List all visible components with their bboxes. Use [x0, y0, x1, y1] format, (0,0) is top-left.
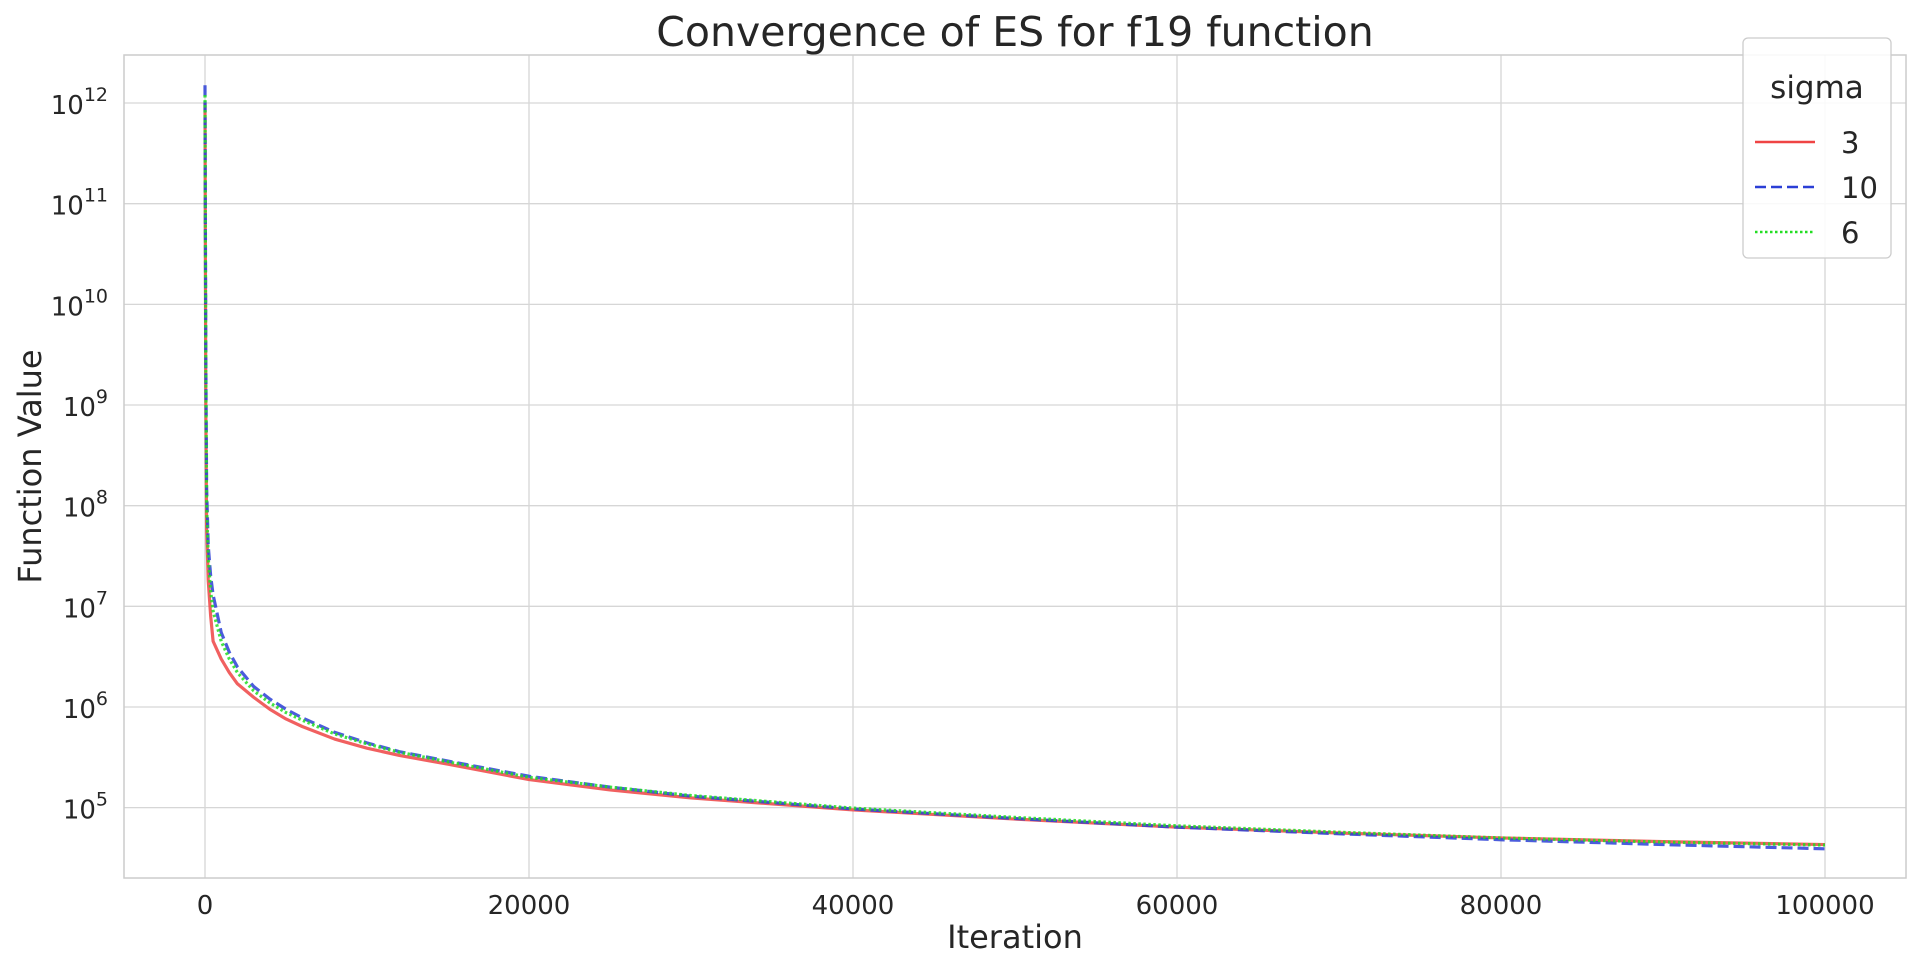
series-line-sigma-10 — [203, 85, 1826, 851]
legend-label-sigma-10: 10 — [1841, 171, 1878, 205]
x-tick-label: 60000 — [1136, 891, 1219, 921]
y-tick-label: 1010 — [51, 285, 108, 322]
y-axis-label: Function Value — [11, 349, 49, 583]
y-tick-label: 108 — [63, 487, 108, 524]
y-tick-label: 107 — [63, 587, 108, 624]
legend-label-sigma-3: 3 — [1841, 126, 1859, 160]
y-tick-label: 105 — [63, 789, 108, 826]
series-line-sigma-6 — [203, 95, 1826, 847]
y-tick-label: 1012 — [51, 84, 108, 121]
chart-title: Convergence of ES for f19 function — [656, 8, 1373, 56]
series-lines — [203, 85, 1826, 851]
x-tick-label: 40000 — [812, 891, 895, 921]
legend: sigma 3 10 6 — [1742, 37, 1892, 259]
x-tick-label: 100000 — [1775, 891, 1874, 921]
x-tick-label: 20000 — [488, 891, 571, 921]
y-tick-label: 1011 — [51, 185, 108, 222]
x-tick-label: 0 — [197, 891, 214, 921]
y-tick-label: 106 — [63, 688, 108, 725]
legend-entries: 3 10 6 — [1755, 126, 1878, 250]
x-tick-label: 80000 — [1460, 891, 1543, 921]
x-axis-label: Iteration — [947, 918, 1083, 956]
legend-box — [1742, 37, 1892, 259]
plot-frame — [123, 54, 1907, 879]
y-tick-label: 109 — [63, 386, 108, 423]
legend-title: sigma — [1770, 70, 1864, 106]
legend-label-sigma-6: 6 — [1841, 216, 1859, 250]
x-tick-labels: 0 20000 40000 60000 80000 100000 — [197, 891, 1875, 921]
y-tick-labels: 105 106 107 108 109 1010 1011 1012 — [51, 84, 108, 826]
